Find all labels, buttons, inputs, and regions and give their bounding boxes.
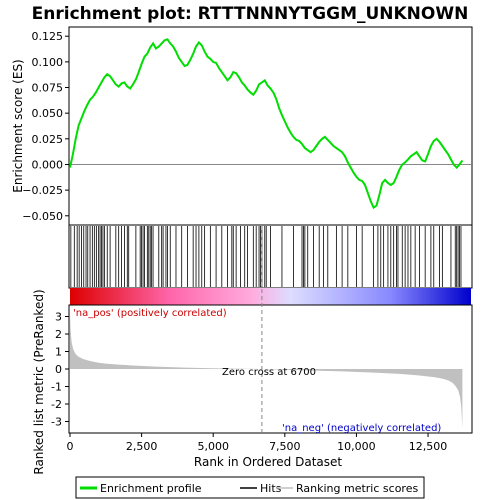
rank-y-axis-ticks: -3 -2 -1 0 1 2 3: [51, 311, 69, 429]
legend-label-ranking-metric: Ranking metric scores: [296, 482, 418, 495]
es-y-tick-label: 0.025: [32, 133, 64, 146]
es-y-tick-label: −0.025: [22, 184, 63, 197]
rank-y-tick-label: 3: [55, 311, 62, 324]
hits-panel: [68, 224, 473, 305]
rank-y-tick-label: 1: [55, 346, 62, 359]
rank-x-axis-ticks: 0 2,500 5,000 7,500 10,000 12,500: [67, 433, 448, 453]
rank-y-tick-label: 0: [55, 363, 62, 376]
negative-correlation-label: 'na_neg' (negatively correlated): [282, 423, 441, 434]
rank-x-tick-label: 12,500: [409, 440, 448, 453]
es-y-axis-ticks: −0.050 −0.025 0.000 0.025 0.050 0.075 0.100 0.1…: [22, 30, 69, 223]
enrichment-profile-line: [69, 38, 464, 210]
rank-y-tick-label: 2: [55, 328, 62, 341]
es-y-tick-label: 0.075: [32, 82, 64, 95]
es-y-tick-label: 0.100: [32, 56, 64, 69]
rank-x-tick-label: 7,500: [269, 440, 301, 453]
chart-title: Enrichment plot: RTTTNNNYTGGM_UNKNOWN: [32, 4, 469, 24]
ranking-metric-area: [70, 313, 463, 429]
enrichment-score-panel: −0.050 −0.025 0.000 0.025 0.050 0.075 0.100 0.1…: [11, 26, 473, 226]
chart-legend: Enrichment profile Hits Ranking metric s…: [75, 476, 425, 499]
rank-y-axis-label: Ranked list metric (PreRanked): [32, 289, 46, 474]
positive-correlation-label: 'na_pos' (positively correlated): [73, 308, 227, 319]
es-y-tick-label: −0.050: [22, 210, 63, 223]
es-y-axis-label: Enrichment score (ES): [11, 59, 25, 192]
hit-markers: [70, 226, 462, 287]
es-plot-frame: [68, 26, 473, 226]
rank-x-tick-label: 5,000: [197, 440, 229, 453]
es-y-tick-label: 0.125: [32, 30, 64, 43]
rank-x-tick-label: 10,000: [337, 440, 376, 453]
rank-x-tick-label: 2,500: [126, 440, 158, 453]
legend-label-enrichment-profile: Enrichment profile: [100, 482, 202, 495]
rank-y-tick-label: -3: [51, 416, 62, 429]
rank-x-axis-label: Rank in Ordered Dataset: [194, 455, 342, 469]
rank-gradient-bar: [70, 288, 471, 305]
legend-label-hits: Hits: [260, 482, 282, 495]
rank-y-tick-label: -1: [51, 381, 62, 394]
es-y-tick-label: 0.050: [32, 107, 64, 120]
zero-cross-label: Zero cross at 6700: [222, 367, 316, 378]
rank-y-tick-label: -2: [51, 398, 62, 411]
rank-x-tick-label: 0: [67, 440, 74, 453]
es-y-tick-label: 0.000: [32, 158, 64, 171]
